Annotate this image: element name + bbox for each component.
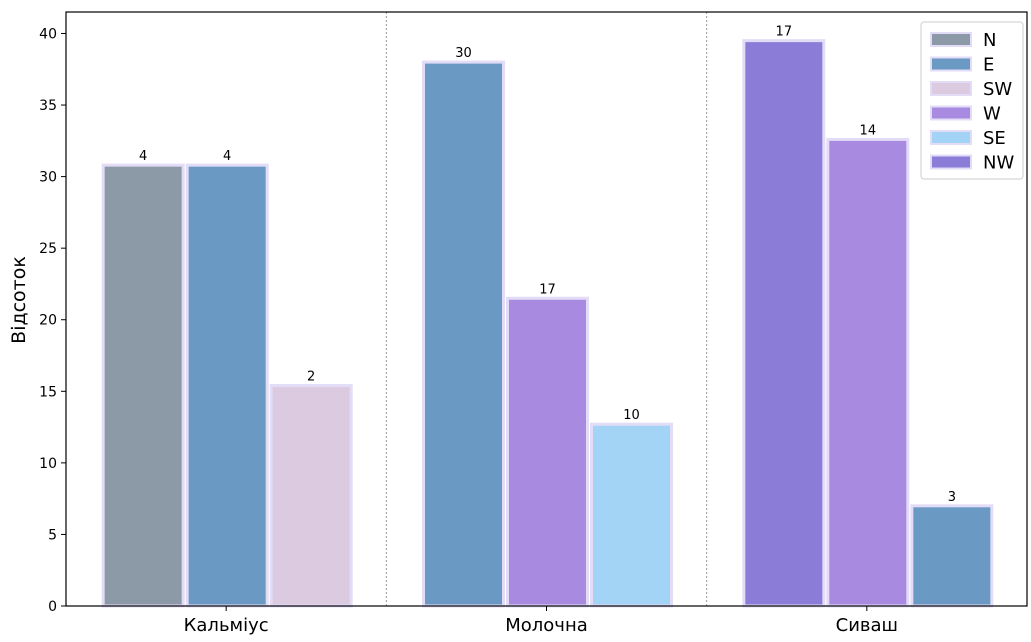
- bar-N: [101, 163, 185, 608]
- plot-frame: [65, 11, 1028, 607]
- bar-value-label: 10: [623, 408, 640, 423]
- legend-label: SW: [983, 79, 1012, 100]
- y-tick-label: 10: [39, 456, 57, 472]
- bar-value-label: 4: [139, 149, 147, 164]
- bar-E: [185, 163, 269, 608]
- legend-label: E: [983, 55, 994, 76]
- bar-value-label: 14: [860, 123, 877, 138]
- bar-value-label: 30: [455, 46, 472, 61]
- bar-W: [506, 296, 589, 608]
- legend-label: N: [983, 30, 996, 51]
- bar-W: [826, 137, 910, 608]
- bar-SW: [269, 384, 353, 608]
- y-tick-label: 0: [48, 599, 57, 615]
- x-tick-label: Кальміус: [184, 615, 269, 636]
- legend-swatch-SW: [930, 81, 972, 96]
- y-tick-label: 40: [39, 26, 57, 42]
- bar-value-label: 17: [776, 25, 793, 40]
- y-axis-title: Відсоток: [8, 256, 30, 344]
- bar-E: [910, 504, 994, 608]
- legend-swatch-SE: [930, 130, 972, 145]
- legend-swatch-W: [930, 105, 972, 121]
- legend-label: W: [983, 104, 1001, 125]
- bar-value-label: 17: [539, 282, 556, 297]
- bar-SE: [590, 422, 673, 608]
- y-tick-label: 5: [48, 527, 57, 543]
- bar-E: [422, 60, 505, 608]
- legend-swatch-N: [930, 32, 972, 47]
- plot-area: 4 4 2 Кальміус 30 17 10 Молочна 17 14 3 Сиваш 0 5 10 15…: [39, 11, 1028, 636]
- y-tick-label: 15: [39, 384, 57, 400]
- y-tick-label: 30: [39, 170, 57, 186]
- y-tick-label: 35: [39, 98, 57, 114]
- bar-NW: [742, 39, 826, 608]
- legend-swatch-NW: [930, 154, 972, 170]
- x-tick-label: Молочна: [505, 615, 588, 636]
- legend-label: NW: [983, 153, 1014, 174]
- bar-value-label: 2: [307, 370, 315, 385]
- x-tick-label: Сиваш: [836, 615, 898, 636]
- legend-swatch-E: [930, 56, 972, 72]
- legend: NE SW W SE NW: [920, 21, 1024, 180]
- bar-value-label: 3: [948, 490, 956, 505]
- bar-value-label: 4: [223, 149, 231, 164]
- y-tick-label: 25: [39, 241, 57, 257]
- legend-label: SE: [983, 128, 1006, 149]
- y-tick-label: 20: [39, 313, 57, 329]
